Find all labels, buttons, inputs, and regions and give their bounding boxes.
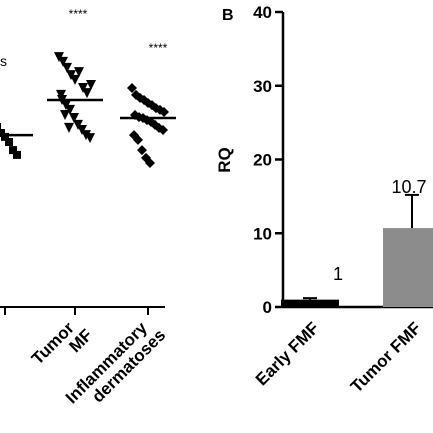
y-tick-label: 30 xyxy=(253,77,272,96)
y-tick-label: 20 xyxy=(253,151,272,170)
data-point xyxy=(60,110,70,120)
data-point xyxy=(137,145,147,156)
annotation: s xyxy=(0,53,7,69)
data-point xyxy=(159,107,169,117)
data-point xyxy=(64,122,74,133)
data-point xyxy=(69,113,79,123)
data-point xyxy=(78,83,88,93)
data-point xyxy=(158,125,168,135)
data-point xyxy=(86,80,96,90)
data-point xyxy=(82,88,92,99)
annotation: **** xyxy=(149,41,168,55)
bar xyxy=(281,299,339,307)
data-point xyxy=(65,104,75,115)
data-point xyxy=(62,62,72,73)
x-tick-label: Early FMF xyxy=(252,318,323,389)
data-point xyxy=(127,83,137,93)
data-point xyxy=(77,125,87,135)
data-point xyxy=(70,74,80,85)
x-tick-label: Inflammatorydermatoses xyxy=(62,313,169,420)
y-axis-label: RQ xyxy=(215,147,234,173)
data-point xyxy=(145,158,155,168)
data-point xyxy=(13,150,21,159)
data-point xyxy=(133,134,143,145)
bar xyxy=(383,228,433,307)
panel-label: B xyxy=(222,7,234,24)
value-label: 10.7 xyxy=(391,177,426,197)
data-point xyxy=(56,89,66,100)
annotation: **** xyxy=(69,7,88,21)
y-tick-label: 10 xyxy=(253,224,272,243)
y-tick-label: 40 xyxy=(253,3,272,22)
data-point xyxy=(5,138,13,146)
data-point xyxy=(73,119,83,130)
data-point xyxy=(85,133,95,144)
data-point xyxy=(74,67,84,78)
x-tick-label: Tumor FMF xyxy=(347,318,425,396)
y-tick-label: 0 xyxy=(263,298,272,317)
value-label: 1 xyxy=(333,264,343,284)
data-point xyxy=(58,56,68,67)
